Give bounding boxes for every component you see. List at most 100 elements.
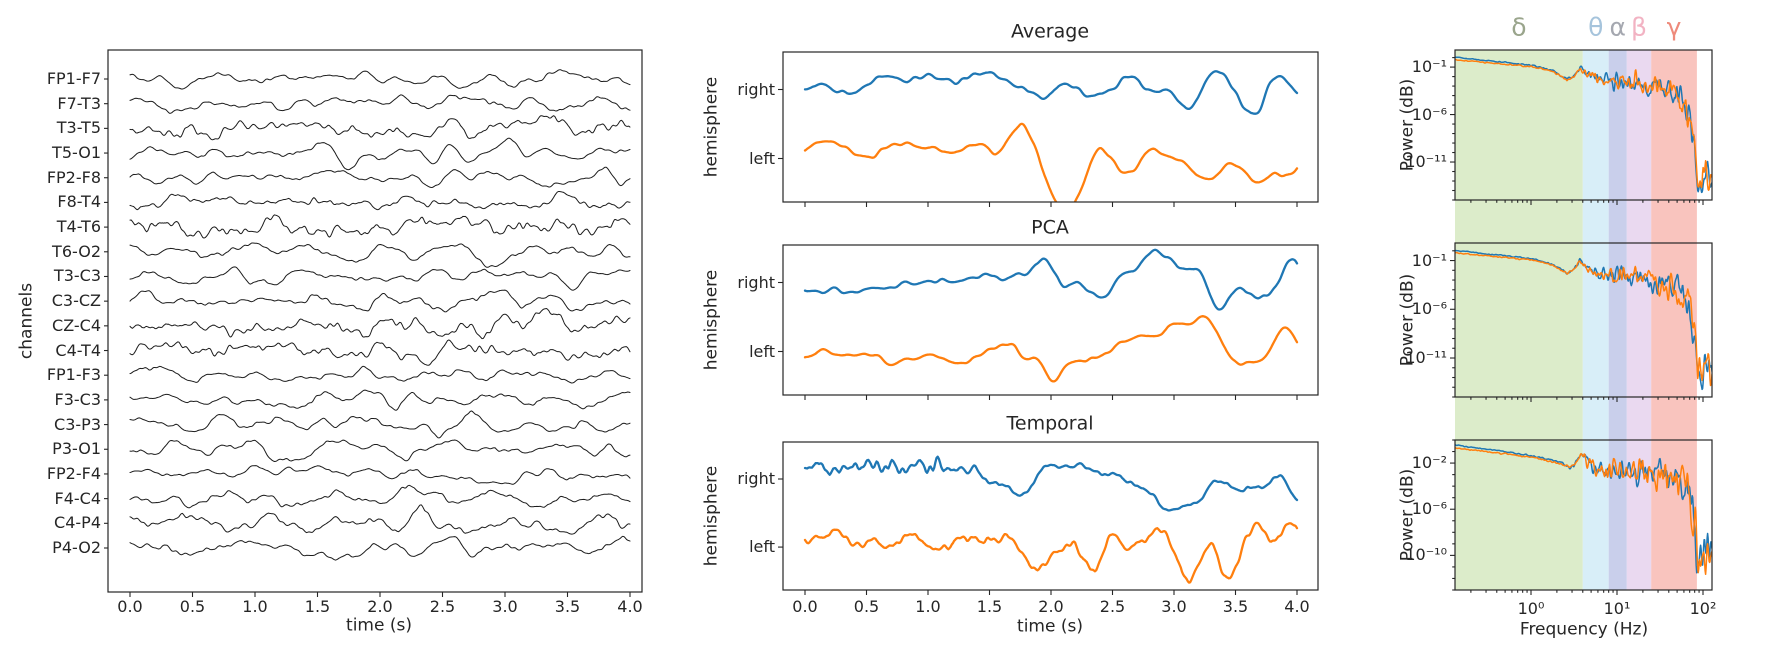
eeg-trace-T4-T6: [129, 214, 631, 239]
delta-band: [1455, 50, 1583, 590]
eeg-traces: [129, 69, 631, 561]
temporal-xtick-0.0: 0.0: [792, 597, 818, 616]
theta-band: [1582, 50, 1609, 590]
channel-label-F3-C3: F3-C3: [54, 389, 101, 409]
eeg-trace-CZ-C4: [129, 308, 631, 340]
channel-label-FP2-F4: FP2-F4: [46, 463, 101, 483]
psd-temporal-ytick-10⁻¹⁰: 10⁻¹⁰: [1405, 545, 1447, 565]
temporal-xtick-1.0: 1.0: [915, 597, 941, 616]
pca-title: PCA: [1031, 216, 1069, 239]
temporal-trace-right: [803, 455, 1299, 512]
psd-pca-ytick-10⁻¹¹: 10⁻¹¹: [1405, 348, 1447, 367]
psd-pca-traces: [1455, 249, 1712, 391]
eeg-xtick-3.0: 3.0: [492, 597, 518, 616]
alpha-band-label: α: [1609, 12, 1626, 42]
psd-xtick-10⁰: 10⁰: [1517, 599, 1545, 618]
channel-label-T6-O2: T6-O2: [52, 241, 101, 261]
average-ytick-right: right: [737, 79, 775, 99]
channel-label-FP1-F7: FP1-F7: [46, 69, 101, 88]
psd-average-trace-left: [1455, 58, 1712, 191]
eeg-xtick-1.0: 1.0: [242, 597, 268, 616]
eeg-trace-T5-O1: [129, 137, 631, 171]
delta-band-label: δ: [1511, 12, 1527, 42]
psd-xtick-10²: 10²: [1689, 599, 1717, 618]
pca-ytick-right: right: [737, 272, 775, 292]
eeg-trace-T6-O2: [129, 242, 631, 268]
eeg-trace-F7-T3: [129, 94, 631, 114]
pca-trace-right: [803, 248, 1299, 311]
average-title: Average: [1010, 20, 1090, 43]
psd-temporal-traces: [1455, 443, 1712, 576]
channel-label-T3-T5: T3-T5: [56, 118, 101, 138]
beta-band: [1626, 50, 1652, 590]
eeg-trace-FP1-F3: [129, 365, 631, 384]
psd-pca-ytick-10⁻¹: 10⁻¹: [1411, 250, 1447, 270]
eeg-xlabel: time (s): [346, 615, 412, 636]
eeg-trace-F4-C4: [129, 484, 631, 509]
channel-label-T5-O1: T5-O1: [52, 143, 101, 163]
temporal-xtick-1.5: 1.5: [976, 597, 1003, 616]
eeg-trace-P4-O2: [129, 535, 631, 561]
temporal-xtick-0.5: 0.5: [853, 597, 880, 616]
channel-label-C3-P3: C3-P3: [54, 414, 101, 434]
temporal-trace-left: [803, 521, 1299, 584]
average-trace-left: [803, 122, 1299, 202]
pca-trace-left: [803, 315, 1299, 383]
eeg-trace-FP2-F8: [129, 166, 631, 188]
eeg-trace-F3-C3: [129, 389, 631, 411]
channel-label-C4-T4: C4-T4: [55, 340, 101, 360]
psd-temporal-ytick-10⁻⁶: 10⁻⁶: [1411, 499, 1447, 519]
psd-average-ytick-10⁻¹: 10⁻¹: [1411, 57, 1447, 77]
psd-average-ytick-10⁻¹¹: 10⁻¹¹: [1405, 152, 1447, 172]
temporal-title: Temporal: [1006, 412, 1094, 435]
average-traces: [803, 70, 1299, 202]
psd-pca-ytick-10⁻⁶: 10⁻⁶: [1411, 299, 1447, 319]
channel-label-F4-C4: F4-C4: [54, 488, 101, 508]
eeg-xtick-3.5: 3.5: [554, 597, 581, 616]
eeg-trace-T3-C3: [129, 266, 631, 291]
channel-label-CZ-C4: CZ-C4: [52, 315, 101, 335]
alpha-band: [1608, 50, 1627, 590]
eeg-xtick-4.0: 4.0: [617, 597, 643, 616]
psd-temporal-trace-left: [1455, 447, 1712, 576]
channel-label-P4-O2: P4-O2: [52, 537, 101, 557]
theta-band-label: θ: [1588, 12, 1604, 42]
psd-bands: [1455, 50, 1697, 590]
eeg-trace-T3-T5: [129, 115, 631, 141]
channel-label-F8-T4: F8-T4: [57, 192, 101, 212]
eeg-trace-C3-P3: [129, 410, 631, 439]
channel-label-T3-C3: T3-C3: [53, 266, 101, 286]
channel-label-FP1-F3: FP1-F3: [46, 365, 101, 385]
eeg-trace-C3-CZ: [129, 289, 631, 313]
eeg-xtick-2.5: 2.5: [429, 597, 456, 616]
eeg-xtick-0.5: 0.5: [179, 597, 206, 616]
pca-ytick-left: left: [749, 341, 775, 361]
temporal-ytick-right: right: [737, 469, 775, 488]
temporal-ylabel: hemisphere: [701, 465, 722, 567]
eeg-ylabel: channels: [16, 282, 37, 360]
temporal-ytick-left: left: [749, 537, 775, 557]
channel-label-C3-CZ: C3-CZ: [51, 291, 101, 311]
eeg-trace-FP2-F4: [129, 465, 631, 485]
psd-pca-trace-left: [1455, 251, 1712, 387]
pca-ylabel: hemisphere: [701, 269, 722, 371]
eeg-xtick-1.5: 1.5: [304, 597, 331, 616]
axis-ticks: [104, 57, 1704, 597]
channel-label-P3-O1: P3-O1: [52, 439, 101, 459]
temporal-xtick-2.5: 2.5: [1099, 597, 1126, 616]
eeg-trace-FP1-F7: [129, 69, 631, 90]
eeg-trace-P3-O1: [129, 439, 631, 462]
eeg-trace-C4-T4: [129, 339, 631, 366]
psd-temporal-ytick-10⁻²: 10⁻²: [1411, 453, 1447, 473]
gamma-band-label: γ: [1666, 12, 1682, 42]
temporal-traces: [803, 455, 1299, 584]
pca-traces: [803, 248, 1299, 383]
temporal-xtick-3.0: 3.0: [1161, 597, 1187, 616]
channel-label-FP2-F8: FP2-F8: [46, 167, 101, 187]
psd-xtick-10¹: 10¹: [1603, 599, 1631, 618]
psd-average-traces: [1455, 56, 1712, 194]
eeg-trace-C4-P4: [129, 504, 631, 535]
psd-average-ytick-10⁻⁶: 10⁻⁶: [1411, 104, 1447, 124]
